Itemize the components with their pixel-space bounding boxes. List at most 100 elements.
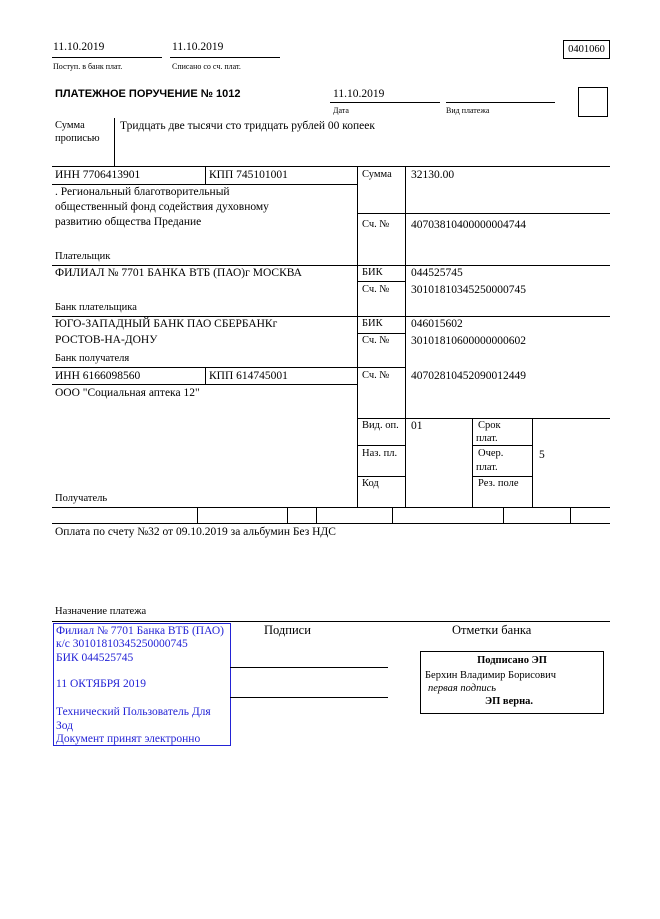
- stamp-line: БИК 044525745: [56, 652, 134, 664]
- divider: [405, 166, 406, 507]
- divider: [357, 166, 358, 507]
- divider: [52, 621, 610, 622]
- e-signature-title: Подписано ЭП: [477, 655, 547, 666]
- e-signature-box: [420, 651, 604, 714]
- divider: [52, 384, 357, 385]
- divider: [446, 102, 555, 103]
- stamp-user: Технический Пользователь Для: [56, 706, 211, 718]
- payee-account-label: Сч. №: [362, 370, 390, 381]
- payer-bik-label: БИК: [362, 267, 383, 278]
- bank-stamp: [53, 623, 231, 746]
- payer-inn: ИНН 7706413901: [55, 169, 141, 181]
- divider: [503, 507, 504, 523]
- payer-name: развитию общества Предание: [55, 216, 202, 228]
- payee-bank-name: ЮГО-ЗАПАДНЫЙ БАНК ПАО СБЕРБАНКг: [55, 318, 278, 330]
- amount-words-label: прописью: [55, 133, 100, 144]
- amount-words: Тридцать две тысячи сто тридцать рублей …: [120, 120, 375, 132]
- e-signature-role: первая подпись: [428, 683, 497, 694]
- priority-label: плат.: [476, 462, 498, 473]
- amount-label: Сумма: [362, 169, 392, 180]
- divider: [357, 445, 405, 446]
- payer-bik: 044525745: [411, 267, 463, 279]
- divider: [392, 507, 393, 523]
- payer-bank-name: ФИЛИАЛ № 7701 БАНКА ВТБ (ПАО)г МОСКВА: [55, 267, 302, 279]
- payee-account: 40702810452090012449: [411, 370, 526, 382]
- divider: [52, 265, 610, 266]
- purpose-label: Назначение платежа: [55, 606, 147, 617]
- payer-bank-account: 30101810345250000745: [411, 284, 526, 296]
- op-type: 01: [411, 420, 423, 432]
- stamp-date: 11 ОКТЯБРЯ 2019: [56, 678, 147, 690]
- date-label: Дата: [333, 106, 349, 115]
- divider: [532, 418, 533, 507]
- payee-inn: ИНН 6166098560: [55, 370, 141, 382]
- debited-date: 11.10.2019: [172, 41, 224, 53]
- divider: [330, 102, 440, 103]
- divider: [472, 418, 473, 507]
- term-label: Срок: [478, 420, 501, 431]
- divider: [52, 166, 610, 167]
- signatures-label: Подписи: [264, 623, 311, 637]
- divider: [357, 213, 610, 214]
- signature-line: [230, 667, 388, 668]
- divider: [170, 57, 280, 58]
- divider: [357, 418, 610, 419]
- payer-account-label: Сч. №: [362, 219, 390, 230]
- divider: [357, 333, 405, 334]
- payer-bank-label: Банк плательщика: [55, 302, 137, 313]
- document-date: 11.10.2019: [333, 88, 385, 100]
- divider: [52, 57, 162, 58]
- form-code: 0401060: [563, 40, 610, 59]
- op-type-label: Вид. оп.: [362, 420, 399, 431]
- page-title: ПЛАТЕЖНОЕ ПОРУЧЕНИЕ № 1012: [55, 88, 241, 100]
- payer-name: общественный фонд содействия духовному: [55, 201, 269, 213]
- e-signature-signer: Берхин Владимир Борисович: [425, 670, 556, 681]
- divider: [52, 367, 357, 368]
- stamp-line: Филиал № 7701 Банка ВТБ (ПАО): [56, 625, 224, 637]
- code-label: Код: [362, 478, 379, 489]
- divider: [52, 184, 357, 185]
- payer-label: Плательщик: [55, 251, 111, 262]
- payee-label: Получатель: [55, 493, 108, 504]
- payee-bank-name: РОСТОВ-НА-ДОНУ: [55, 334, 158, 346]
- payer-account: 40703810400000004744: [411, 219, 526, 231]
- divider: [52, 507, 610, 508]
- payment-type-box: [578, 87, 608, 117]
- amount-words-label: Сумма: [55, 120, 85, 131]
- payee-bik-label: БИК: [362, 318, 383, 329]
- term-label: плат.: [476, 433, 498, 444]
- payee-bank-account-label: Сч. №: [362, 335, 390, 346]
- divider: [357, 476, 405, 477]
- divider: [357, 367, 405, 368]
- received-date: 11.10.2019: [53, 41, 105, 53]
- divider: [472, 476, 532, 477]
- stamp-status: Документ принят электронно: [56, 733, 201, 745]
- payee-name: ООО "Социальная аптека 12": [55, 387, 200, 399]
- payer-name: . Региональный благотворительный: [55, 186, 230, 198]
- divider: [316, 507, 317, 523]
- stamp-line: к/с 30101810345250000745: [56, 638, 188, 650]
- divider: [52, 316, 610, 317]
- payee-bank-account: 30101810600000000602: [411, 335, 526, 347]
- payee-bik: 046015602: [411, 318, 463, 330]
- e-signature-verdict: ЭП верна.: [485, 696, 534, 707]
- received-label: Поступ. в банк плат.: [53, 62, 123, 71]
- payment-purpose: Оплата по счету №32 от 09.10.2019 за аль…: [55, 526, 336, 538]
- reserve-label: Рез. поле: [478, 478, 519, 489]
- divider: [472, 445, 532, 446]
- bank-marks-label: Отметки банка: [452, 623, 532, 637]
- divider: [52, 523, 610, 524]
- divider: [114, 118, 115, 166]
- divider: [357, 281, 405, 282]
- stamp-user: Зод: [56, 720, 74, 732]
- purpose-code-label: Наз. пл.: [362, 448, 398, 459]
- payee-bank-label: Банк получателя: [55, 353, 130, 364]
- payer-kpp: КПП 745101001: [209, 169, 288, 181]
- payment-type-label: Вид платежа: [446, 106, 490, 115]
- signature-line: [230, 697, 388, 698]
- divider: [287, 507, 288, 523]
- priority-label: Очер.: [478, 448, 504, 459]
- divider: [570, 507, 571, 523]
- payer-bank-account-label: Сч. №: [362, 284, 390, 295]
- debited-label: Списано со сч. плат.: [172, 62, 241, 71]
